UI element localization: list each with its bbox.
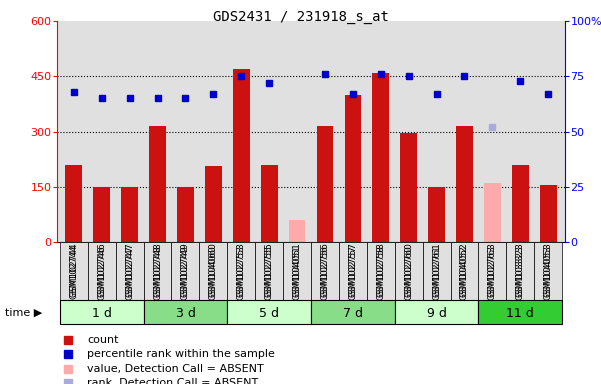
FancyBboxPatch shape xyxy=(339,242,367,300)
Text: GSM102761: GSM102761 xyxy=(432,242,441,297)
Bar xyxy=(344,95,361,242)
Text: GSM102763: GSM102763 xyxy=(488,245,497,300)
Text: 9 d: 9 d xyxy=(427,307,447,320)
Bar xyxy=(373,73,389,242)
Text: time ▶: time ▶ xyxy=(5,308,42,318)
Bar xyxy=(400,133,417,242)
Text: GSM102749: GSM102749 xyxy=(181,245,190,300)
FancyBboxPatch shape xyxy=(200,242,227,300)
FancyBboxPatch shape xyxy=(255,242,283,300)
Bar xyxy=(233,69,249,242)
FancyBboxPatch shape xyxy=(144,242,171,300)
FancyBboxPatch shape xyxy=(60,300,144,324)
Text: GSM102746: GSM102746 xyxy=(97,242,106,297)
Text: GDS2431 / 231918_s_at: GDS2431 / 231918_s_at xyxy=(213,10,388,23)
Text: GSM102749: GSM102749 xyxy=(181,242,190,297)
FancyBboxPatch shape xyxy=(506,242,534,300)
FancyBboxPatch shape xyxy=(423,242,451,300)
Text: 5 d: 5 d xyxy=(259,307,279,320)
Text: GSM104052: GSM104052 xyxy=(460,242,469,297)
Text: GSM104053: GSM104053 xyxy=(544,242,553,297)
Bar xyxy=(512,165,529,242)
Text: value, Detection Call = ABSENT: value, Detection Call = ABSENT xyxy=(87,364,264,374)
Text: GSM104060: GSM104060 xyxy=(209,245,218,300)
Text: GSM102755: GSM102755 xyxy=(264,242,273,297)
Text: 7 d: 7 d xyxy=(343,307,363,320)
Bar xyxy=(121,187,138,242)
Text: GSM102755: GSM102755 xyxy=(264,245,273,300)
FancyBboxPatch shape xyxy=(534,242,562,300)
Text: GSM103323: GSM103323 xyxy=(516,242,525,297)
Text: GSM102748: GSM102748 xyxy=(153,245,162,300)
FancyBboxPatch shape xyxy=(311,242,339,300)
FancyBboxPatch shape xyxy=(478,242,506,300)
Text: GSM104051: GSM104051 xyxy=(293,242,302,297)
Text: GSM102763: GSM102763 xyxy=(488,242,497,297)
Bar xyxy=(456,126,473,242)
FancyBboxPatch shape xyxy=(227,300,311,324)
FancyBboxPatch shape xyxy=(451,242,478,300)
Text: GSM103323: GSM103323 xyxy=(516,245,525,300)
Text: GSM102756: GSM102756 xyxy=(320,242,329,297)
Text: GSM102757: GSM102757 xyxy=(349,245,358,300)
Text: 3 d: 3 d xyxy=(175,307,195,320)
Text: GSM102761: GSM102761 xyxy=(432,245,441,300)
Text: count: count xyxy=(87,335,118,345)
Text: GSM102744: GSM102744 xyxy=(69,245,78,300)
Text: GSM102744: GSM102744 xyxy=(69,242,78,296)
Bar xyxy=(428,187,445,242)
FancyBboxPatch shape xyxy=(60,242,88,300)
Text: GSM102753: GSM102753 xyxy=(237,245,246,300)
Bar xyxy=(177,187,194,242)
Text: GSM104052: GSM104052 xyxy=(460,245,469,300)
FancyBboxPatch shape xyxy=(395,300,478,324)
Text: GSM102757: GSM102757 xyxy=(349,242,358,297)
Text: rank, Detection Call = ABSENT: rank, Detection Call = ABSENT xyxy=(87,378,258,384)
Bar xyxy=(317,126,334,242)
Text: GSM102758: GSM102758 xyxy=(376,242,385,297)
FancyBboxPatch shape xyxy=(115,242,144,300)
FancyBboxPatch shape xyxy=(171,242,200,300)
Bar xyxy=(205,167,222,242)
Text: GSM102760: GSM102760 xyxy=(404,245,413,300)
Text: percentile rank within the sample: percentile rank within the sample xyxy=(87,349,275,359)
Text: GSM102747: GSM102747 xyxy=(125,245,134,300)
Text: GSM104060: GSM104060 xyxy=(209,242,218,297)
Text: 11 d: 11 d xyxy=(507,307,534,320)
Bar xyxy=(93,187,110,242)
Bar xyxy=(261,165,278,242)
Text: GSM102758: GSM102758 xyxy=(376,245,385,300)
FancyBboxPatch shape xyxy=(367,242,395,300)
FancyBboxPatch shape xyxy=(283,242,311,300)
Text: GSM102748: GSM102748 xyxy=(153,242,162,297)
Bar xyxy=(66,165,82,242)
Text: 1 d: 1 d xyxy=(92,307,112,320)
FancyBboxPatch shape xyxy=(227,242,255,300)
Text: GSM104051: GSM104051 xyxy=(293,245,302,300)
Text: GSM102760: GSM102760 xyxy=(404,242,413,297)
Text: GSM102753: GSM102753 xyxy=(237,242,246,297)
Bar xyxy=(540,185,557,242)
Text: GSM104053: GSM104053 xyxy=(544,245,553,300)
Text: GSM102747: GSM102747 xyxy=(125,242,134,297)
FancyBboxPatch shape xyxy=(478,300,562,324)
Bar xyxy=(149,126,166,242)
FancyBboxPatch shape xyxy=(395,242,423,300)
Bar xyxy=(484,183,501,242)
FancyBboxPatch shape xyxy=(88,242,115,300)
FancyBboxPatch shape xyxy=(144,300,227,324)
Text: GSM102746: GSM102746 xyxy=(97,245,106,300)
FancyBboxPatch shape xyxy=(311,300,395,324)
Bar xyxy=(288,220,305,242)
Text: GSM102756: GSM102756 xyxy=(320,245,329,300)
